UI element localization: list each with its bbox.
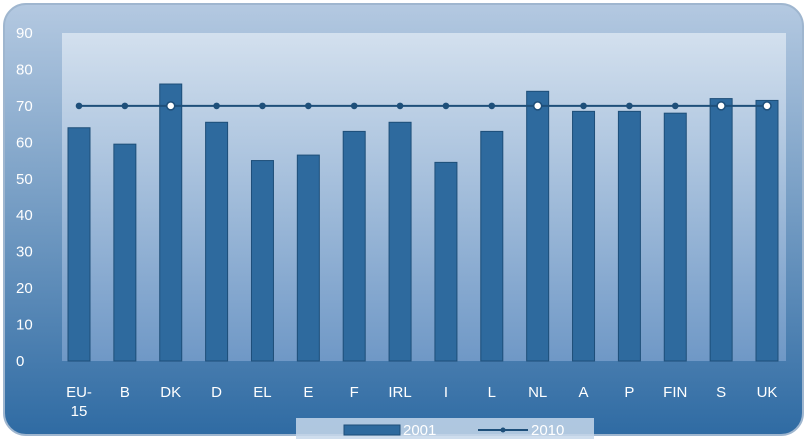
x-tick-label: B xyxy=(120,384,130,401)
point-2010 xyxy=(762,101,772,111)
x-tick-label: I xyxy=(444,384,448,401)
y-tick-label: 20 xyxy=(16,280,33,297)
bar-2001 xyxy=(67,127,91,362)
point-2010 xyxy=(75,102,83,110)
point-2010 xyxy=(213,102,220,110)
bar-2001 xyxy=(250,160,274,362)
x-tick-label: FIN xyxy=(663,384,687,401)
bar-2001 xyxy=(480,130,504,362)
point-2010 xyxy=(488,102,496,110)
point-2010 xyxy=(259,102,266,110)
x-tick-label: EL xyxy=(253,384,271,401)
x-tick-label: NL xyxy=(528,384,547,401)
y-tick-label: 50 xyxy=(16,171,33,188)
legend-label-2001: 2001 xyxy=(403,422,436,439)
point-2010 xyxy=(580,102,587,110)
bar-2001 xyxy=(113,143,137,362)
x-tick-label: IRL xyxy=(388,384,411,401)
bar-2001 xyxy=(617,110,641,362)
bar-2001 xyxy=(526,90,550,362)
legend-label-2010: 2010 xyxy=(531,422,564,439)
y-tick-label: 40 xyxy=(16,207,33,224)
y-axis: 0 10 20 30 40 50 60 70 80 90 xyxy=(16,25,33,370)
x-tick-label: L xyxy=(488,384,496,401)
point-2010 xyxy=(442,102,450,110)
y-tick-label: 70 xyxy=(16,98,33,115)
x-tick-label: E xyxy=(303,384,313,401)
x-tick-label: A xyxy=(579,384,589,401)
y-tick-label: 80 xyxy=(16,61,33,78)
x-tick-label: UK xyxy=(757,384,778,401)
bar-2001 xyxy=(296,154,320,362)
x-tick-label: P xyxy=(624,384,634,401)
line-series-2010 xyxy=(75,101,772,111)
x-tick-label: S xyxy=(716,384,726,401)
y-tick-label: 60 xyxy=(16,134,33,151)
legend-marker-2010 xyxy=(500,427,506,433)
bar-2001 xyxy=(159,83,183,362)
x-tick-label: EU-15 xyxy=(66,384,92,420)
point-2010 xyxy=(626,102,633,110)
legend-swatch-2001 xyxy=(343,424,401,436)
point-2010 xyxy=(350,102,358,110)
point-2010 xyxy=(121,102,129,110)
point-2010 xyxy=(305,102,312,110)
bar-2001 xyxy=(205,121,229,362)
y-tick-label: 10 xyxy=(16,317,33,334)
bar-series-2001 xyxy=(67,83,779,362)
point-2010 xyxy=(396,102,404,110)
bar-2001 xyxy=(388,121,412,362)
bar-2001 xyxy=(434,161,458,362)
point-2010 xyxy=(716,101,726,111)
bar-2001 xyxy=(572,110,596,362)
point-2010 xyxy=(532,101,543,111)
x-tick-label: DK xyxy=(160,384,181,401)
bar-2001 xyxy=(342,130,366,362)
bar-2001 xyxy=(663,112,687,362)
x-tick-label: F xyxy=(350,384,359,401)
point-2010 xyxy=(165,101,176,111)
bar-2001 xyxy=(709,98,733,362)
legend: 2001 2010 xyxy=(296,418,594,439)
bar-2001 xyxy=(755,99,779,362)
point-2010 xyxy=(671,102,679,110)
x-tick-label: D xyxy=(211,384,222,401)
x-axis: EU-15 B DK D EL E F IRL I L NL A P FIN S UK xyxy=(66,384,777,420)
y-tick-label: 90 xyxy=(16,25,33,42)
y-tick-label: 30 xyxy=(16,244,33,261)
y-tick-label: 0 xyxy=(16,353,24,370)
